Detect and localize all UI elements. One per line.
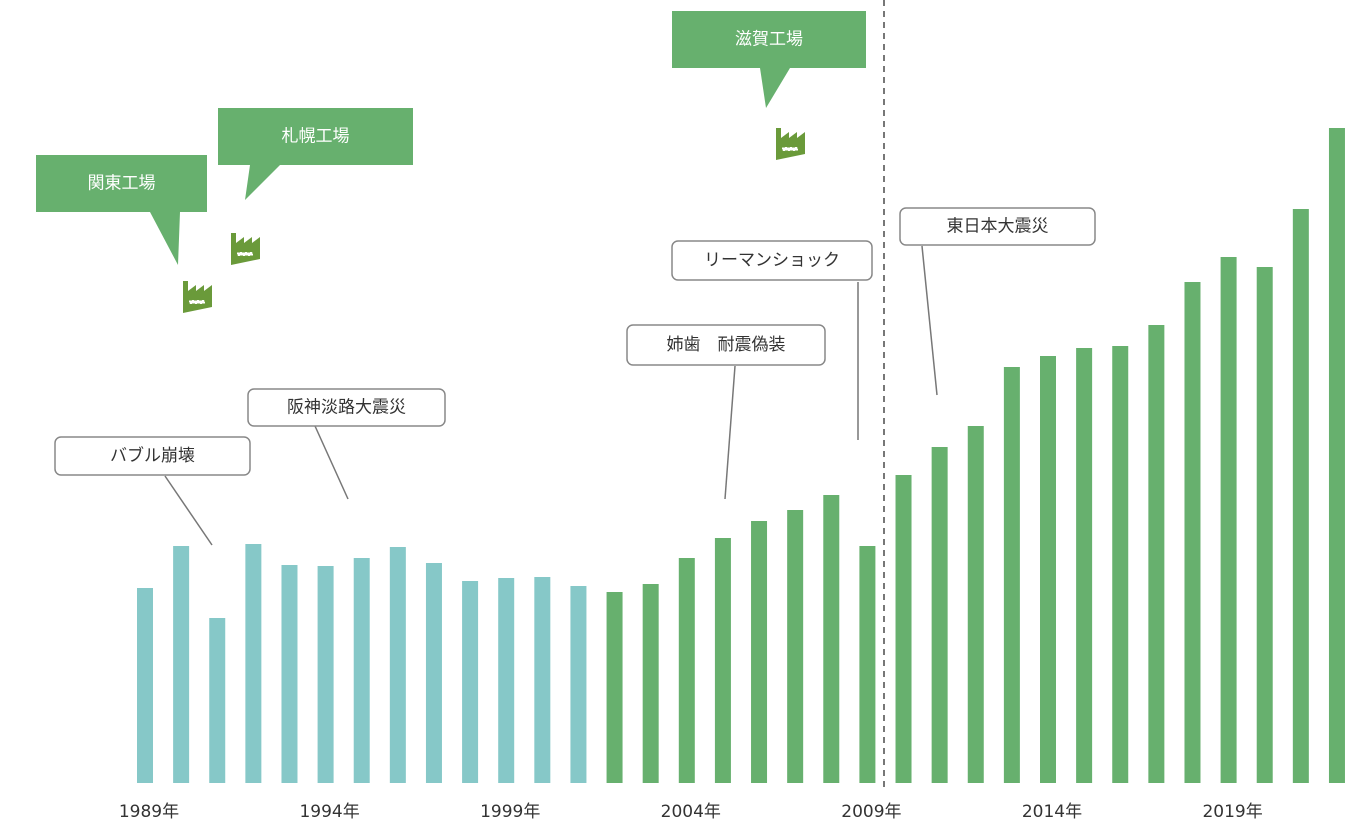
bar: [317, 566, 334, 783]
annotation-box: [626, 324, 826, 366]
factory-window: [236, 251, 254, 257]
factory-window: [188, 299, 206, 305]
bar: [1003, 367, 1020, 783]
callout-bubble: [672, 11, 866, 108]
factory-name: 札幌工場: [282, 127, 350, 147]
leader-line: [164, 475, 213, 546]
bar: [570, 586, 587, 783]
bar: [678, 558, 695, 783]
annotation-text: 姉歯 耐震偽装: [667, 335, 786, 355]
bar: [859, 546, 876, 783]
bar: [1292, 209, 1309, 783]
bar: [1184, 282, 1201, 783]
leader-line: [314, 425, 349, 500]
annotation-box: [247, 388, 446, 427]
factory-icon: [776, 128, 805, 160]
bar: [787, 510, 804, 783]
x-tick-label: 2019年: [1202, 802, 1262, 822]
bar: [1112, 346, 1129, 783]
factory-callout: 札幌工場: [218, 108, 413, 200]
x-tick-label: 1994年: [299, 802, 359, 822]
annotation-box: [899, 207, 1096, 246]
factory-window: [781, 146, 799, 152]
callout-bubble: [218, 108, 413, 200]
bar: [1076, 348, 1093, 783]
x-tick-label: 2014年: [1022, 802, 1082, 822]
bar: [606, 592, 623, 783]
bar: [498, 578, 515, 783]
annotation-text: バブル崩壊: [110, 445, 195, 466]
bar: [209, 618, 226, 783]
annotation-box: [54, 436, 251, 476]
bar: [1256, 267, 1273, 783]
factory-name: 滋賀工場: [735, 30, 803, 50]
bar: [1148, 325, 1165, 783]
bar: [895, 475, 912, 783]
x-tick-label: 2009年: [841, 802, 901, 822]
bar: [534, 577, 551, 783]
bar: [1220, 257, 1237, 783]
x-tick-label: 2004年: [661, 802, 721, 822]
leader-line: [921, 245, 938, 396]
annotation-text: 東日本大震災: [947, 217, 1049, 237]
factory-callout: 滋賀工場: [672, 11, 866, 108]
annotation-text: リーマンショック: [704, 251, 840, 271]
bar: [462, 581, 479, 783]
bar: [425, 563, 442, 783]
factory-icons: [183, 128, 805, 313]
bar: [281, 565, 298, 783]
callout-bubble: [36, 155, 207, 265]
annotation-text: 阪神淡路大震災: [287, 398, 406, 418]
bar: [751, 521, 768, 783]
bar: [967, 426, 984, 783]
bar: [931, 447, 948, 783]
factory-callout: 関東工場: [36, 155, 207, 265]
annotation-box: [671, 240, 873, 281]
bar: [823, 495, 840, 783]
leader-line: [724, 365, 736, 500]
factory-icon: [231, 233, 260, 265]
bar: [642, 584, 659, 783]
bar: [714, 538, 731, 783]
bar: [389, 547, 406, 783]
bar: [353, 558, 370, 783]
x-tick-label: 1999年: [480, 802, 540, 822]
x-tick-label: 1989年: [119, 802, 179, 822]
factory-name: 関東工場: [88, 174, 156, 194]
bar: [245, 544, 262, 783]
bar: [1328, 128, 1345, 783]
bar: [137, 588, 153, 783]
bar: [1040, 356, 1056, 783]
factory-icon: [183, 281, 212, 313]
bar: [173, 546, 190, 783]
